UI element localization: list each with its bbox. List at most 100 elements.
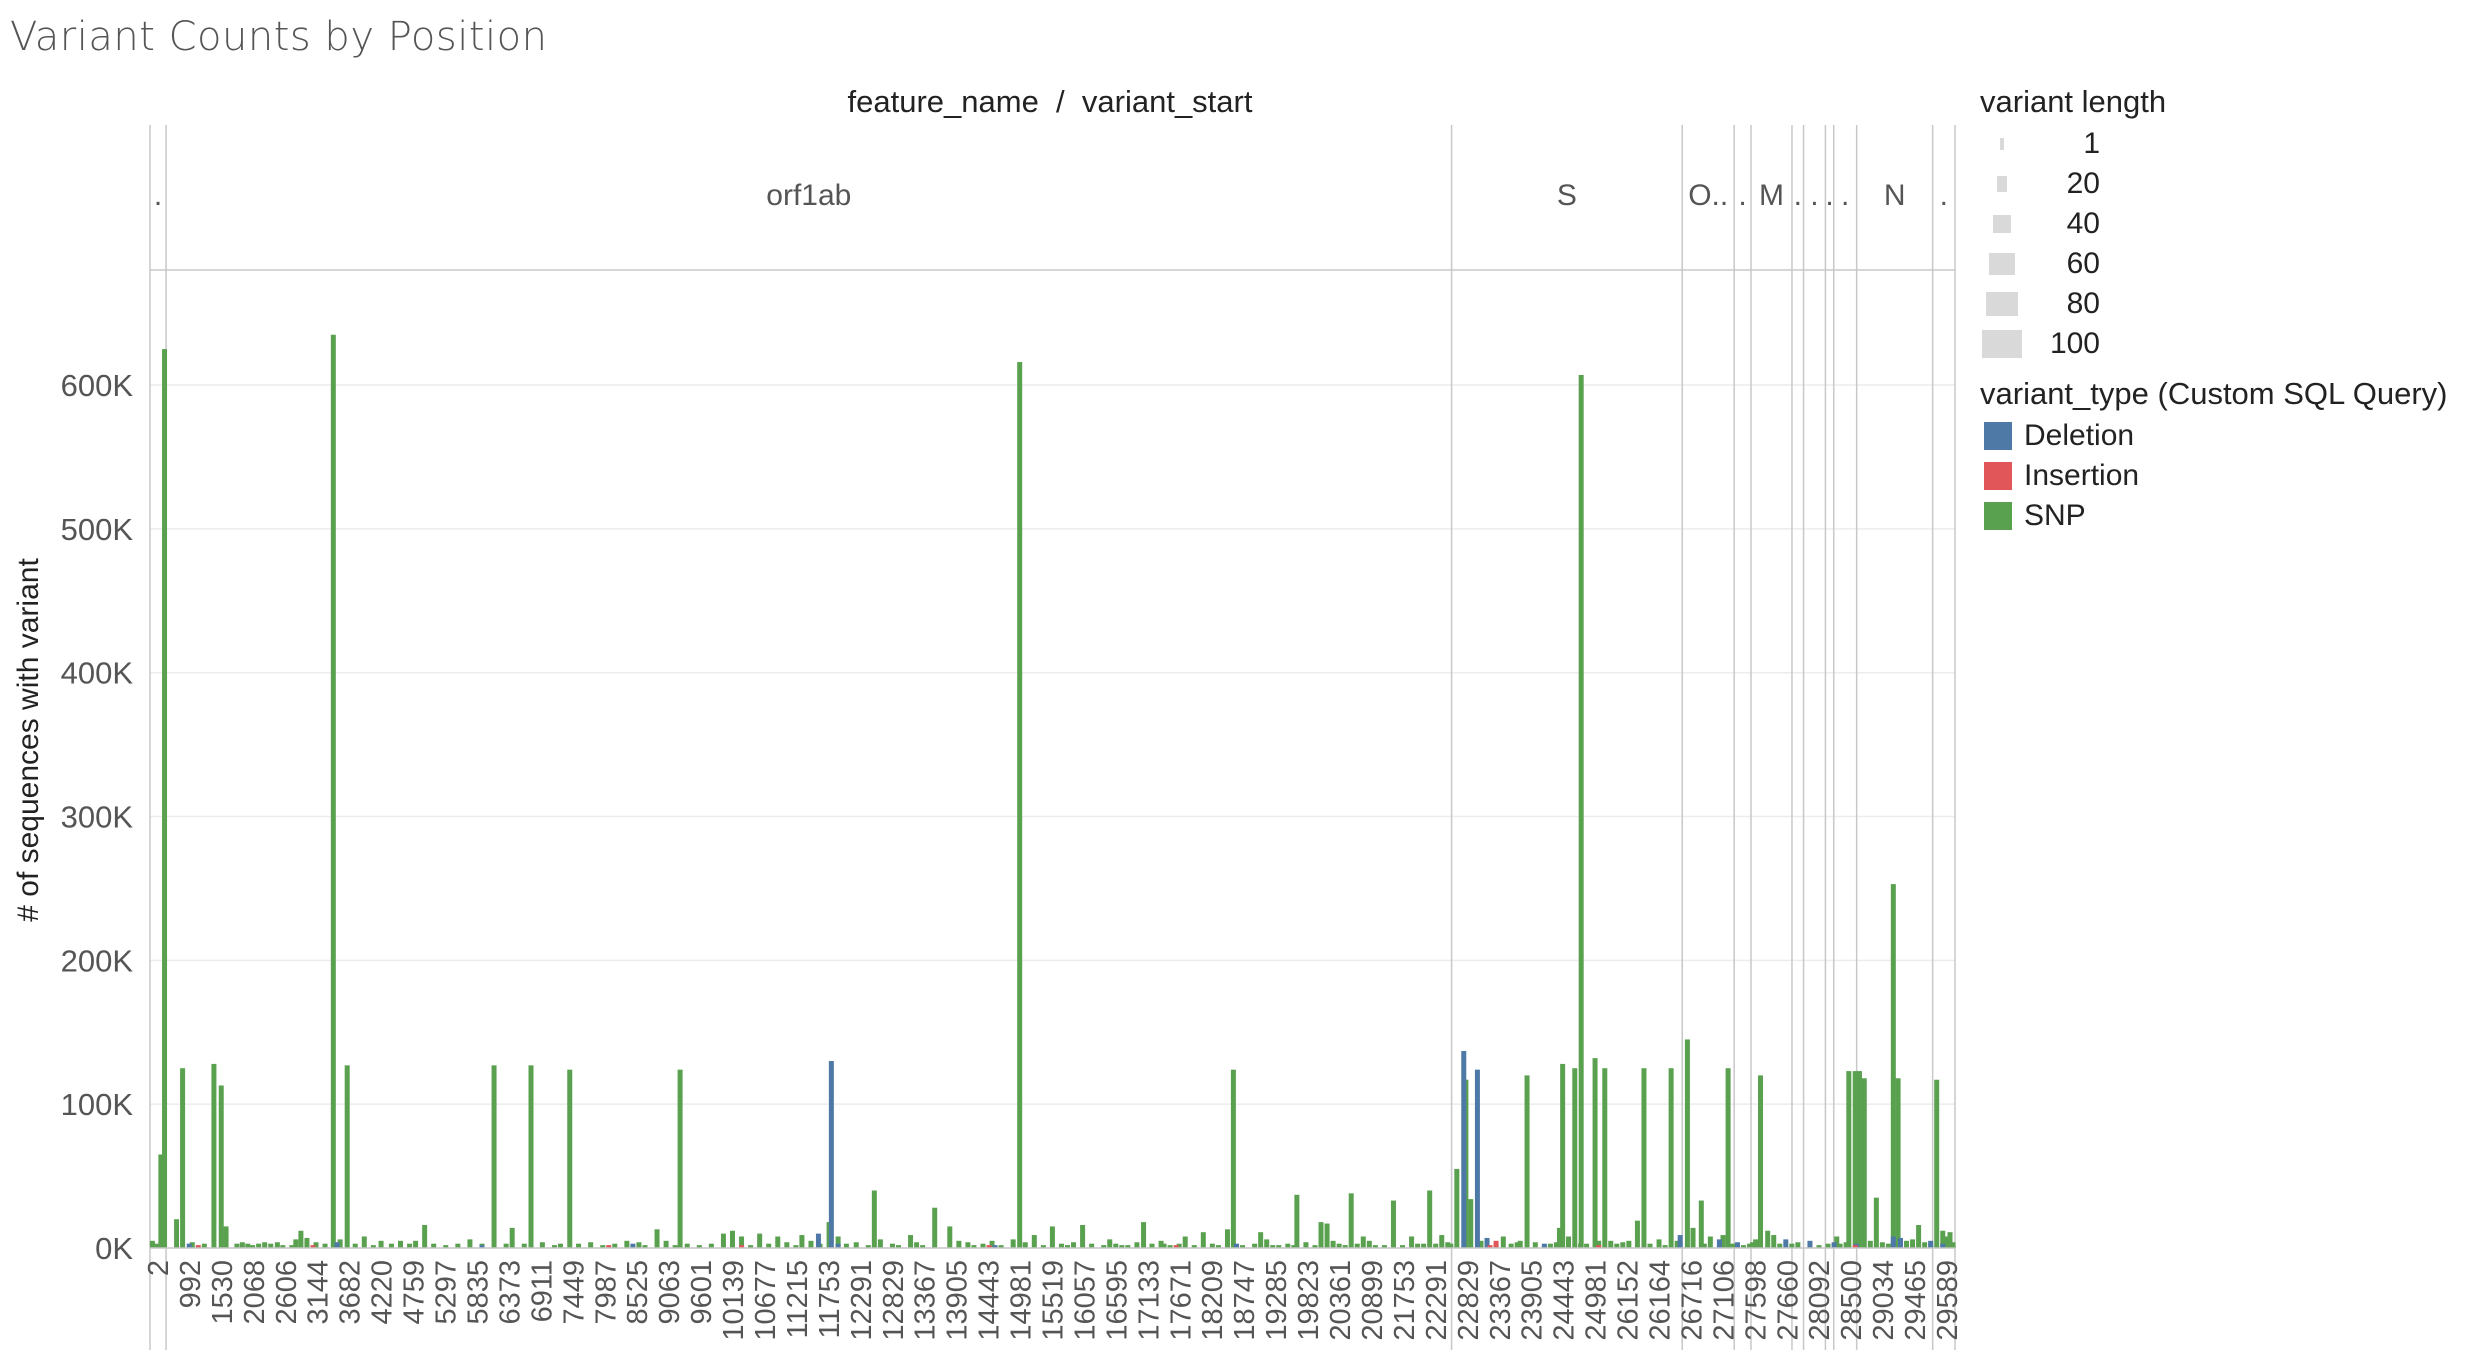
bar-snp — [1861, 1078, 1867, 1248]
bar-snp — [407, 1243, 413, 1248]
feature-label: . — [1825, 179, 1833, 212]
bar-snp — [612, 1243, 618, 1248]
bar-snp — [370, 1245, 376, 1248]
bar-snp — [431, 1243, 437, 1248]
y-axis: 0K 100K 200K 300K 400K 500K 600K — [61, 368, 134, 1266]
bar-snp — [180, 1068, 186, 1248]
bar-snp — [262, 1242, 268, 1248]
bar-snp — [1725, 1068, 1731, 1248]
size-legend-label: 20 — [2066, 167, 2100, 200]
x-tick-label: 10677 — [750, 1260, 782, 1341]
bar-snp — [1017, 362, 1023, 1248]
bar-snp — [1294, 1194, 1300, 1248]
bar-snp — [1547, 1243, 1553, 1248]
y-tick-label: 600K — [61, 368, 134, 403]
bar-insertion — [1493, 1240, 1499, 1248]
bar-snp — [1765, 1230, 1771, 1248]
bar-snp — [865, 1245, 871, 1248]
bar-snp — [1753, 1239, 1759, 1248]
bar-deletion — [1928, 1240, 1934, 1248]
bar-insertion — [1596, 1245, 1602, 1248]
bar-snp — [677, 1069, 683, 1248]
bar-snp — [1454, 1168, 1460, 1248]
bar-insertion — [1852, 1245, 1858, 1248]
bar-snp — [1433, 1243, 1439, 1248]
color-legend-item[interactable]: SNP — [1980, 496, 2447, 536]
bar-snp — [1614, 1243, 1620, 1248]
x-tick-label: 29034 — [1868, 1260, 1900, 1341]
size-legend: variant length 1 20 40 60 80 100 — [1980, 84, 2166, 364]
x-tick-label: 7987 — [590, 1260, 622, 1325]
bar-snp — [293, 1239, 299, 1248]
bar-snp — [1720, 1235, 1726, 1248]
bar-snp — [1731, 1243, 1737, 1248]
bar-snp — [1058, 1243, 1064, 1248]
bar-snp — [280, 1245, 286, 1248]
bar-snp — [672, 1245, 678, 1248]
bar-snp — [588, 1242, 594, 1248]
bar-snp — [1701, 1243, 1707, 1248]
x-tick-label: 4220 — [367, 1260, 399, 1325]
bar-snp — [1641, 1068, 1647, 1248]
x-tick-label: 3144 — [303, 1260, 335, 1325]
bar-snp — [304, 1237, 310, 1248]
bars — [149, 334, 1956, 1249]
x-tick-label: 17133 — [1133, 1260, 1165, 1341]
color-legend-item[interactable]: Insertion — [1980, 456, 2447, 496]
x-tick-label: 23367 — [1485, 1260, 1517, 1341]
bar-insertion — [986, 1245, 992, 1248]
bar-snp — [1846, 1071, 1852, 1248]
bar-snp — [914, 1242, 920, 1248]
x-tick-label: 20361 — [1325, 1260, 1357, 1341]
bar-snp — [1324, 1223, 1330, 1248]
x-tick-label: 2068 — [239, 1260, 271, 1325]
x-tick-label: 5835 — [462, 1260, 494, 1325]
x-tick-label: 2 — [143, 1260, 175, 1276]
bar-snp — [250, 1245, 256, 1248]
feature-label: . — [1841, 179, 1849, 212]
bar-snp — [1125, 1245, 1131, 1248]
bar-snp — [998, 1245, 1004, 1248]
size-legend-label: 1 — [2083, 127, 2100, 160]
bar-snp — [871, 1190, 877, 1248]
bar-snp — [455, 1243, 461, 1248]
feature-label: M — [1759, 179, 1784, 212]
x-tick-label: 13905 — [942, 1260, 974, 1341]
bar-snp — [528, 1065, 534, 1248]
bar-snp — [775, 1236, 781, 1248]
x-tick-label: 19823 — [1293, 1260, 1325, 1341]
bar-snp — [1215, 1245, 1221, 1248]
bar-snp — [245, 1243, 251, 1248]
size-legend-label: 80 — [2066, 287, 2100, 320]
color-legend-item[interactable]: Deletion — [1980, 416, 2447, 456]
bar-snp — [1445, 1242, 1451, 1248]
bar-snp — [1572, 1068, 1578, 1248]
bar-snp — [920, 1245, 926, 1248]
bar-snp — [636, 1242, 642, 1248]
bar-snp — [1427, 1190, 1433, 1248]
bar-snp — [1947, 1232, 1953, 1248]
bar-snp — [521, 1243, 527, 1248]
bar-snp — [1647, 1243, 1653, 1248]
bar-snp — [223, 1226, 229, 1248]
bar-snp — [467, 1239, 473, 1248]
bar-snp — [1348, 1193, 1354, 1248]
x-tick-label: 24443 — [1549, 1260, 1581, 1341]
bar-snp — [1578, 374, 1584, 1248]
bar-snp — [503, 1243, 509, 1248]
bar-snp — [1867, 1240, 1873, 1248]
bar-deletion — [1783, 1239, 1789, 1248]
x-tick-label: 21753 — [1389, 1260, 1421, 1341]
bar-insertion — [739, 1245, 745, 1248]
bar-snp — [1161, 1243, 1167, 1248]
bar-snp — [509, 1227, 515, 1248]
feature-label: . — [154, 179, 162, 212]
x-tick-label: 28092 — [1804, 1260, 1836, 1341]
bar-snp — [1366, 1240, 1372, 1248]
bar-snp — [256, 1243, 262, 1248]
bar-snp — [378, 1240, 384, 1248]
bar-snp — [624, 1240, 630, 1248]
bar-snp — [1668, 1068, 1674, 1248]
bar-insertion — [195, 1245, 201, 1248]
size-legend-item: 100 — [1980, 324, 2166, 364]
